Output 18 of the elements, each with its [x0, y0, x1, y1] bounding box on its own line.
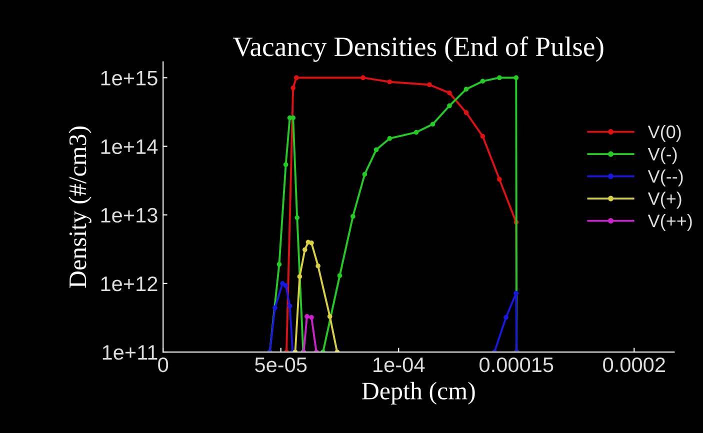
y-axis-title: Density (#/cm3): [68, 126, 92, 288]
x-tick-label: 0.00015: [480, 357, 554, 372]
y-tick-label: 1e+11: [102, 345, 158, 360]
y-tick-label: 1e+12: [101, 276, 158, 292]
x-tick-label: 0: [158, 357, 168, 372]
chart-title: Vacancy Densities (End of Pulse): [233, 36, 604, 62]
legend-label: V(+): [648, 192, 682, 209]
x-tick-label: 0.0002: [603, 357, 665, 372]
legend-label: V(++): [648, 214, 692, 231]
y-tick-label: 1e+13: [101, 208, 158, 223]
legend-label: V(0): [648, 125, 681, 142]
x-tick-label: 1e-04: [374, 357, 425, 372]
x-axis-title: Depth (cm): [362, 382, 475, 405]
y-tick-label: 1e+14: [101, 140, 158, 154]
legend-label: V(--): [648, 170, 683, 186]
x-tick-label: 5e-05: [255, 357, 307, 372]
legend-label: V(-): [648, 147, 677, 164]
y-tick-label: 1e+15: [101, 70, 158, 86]
